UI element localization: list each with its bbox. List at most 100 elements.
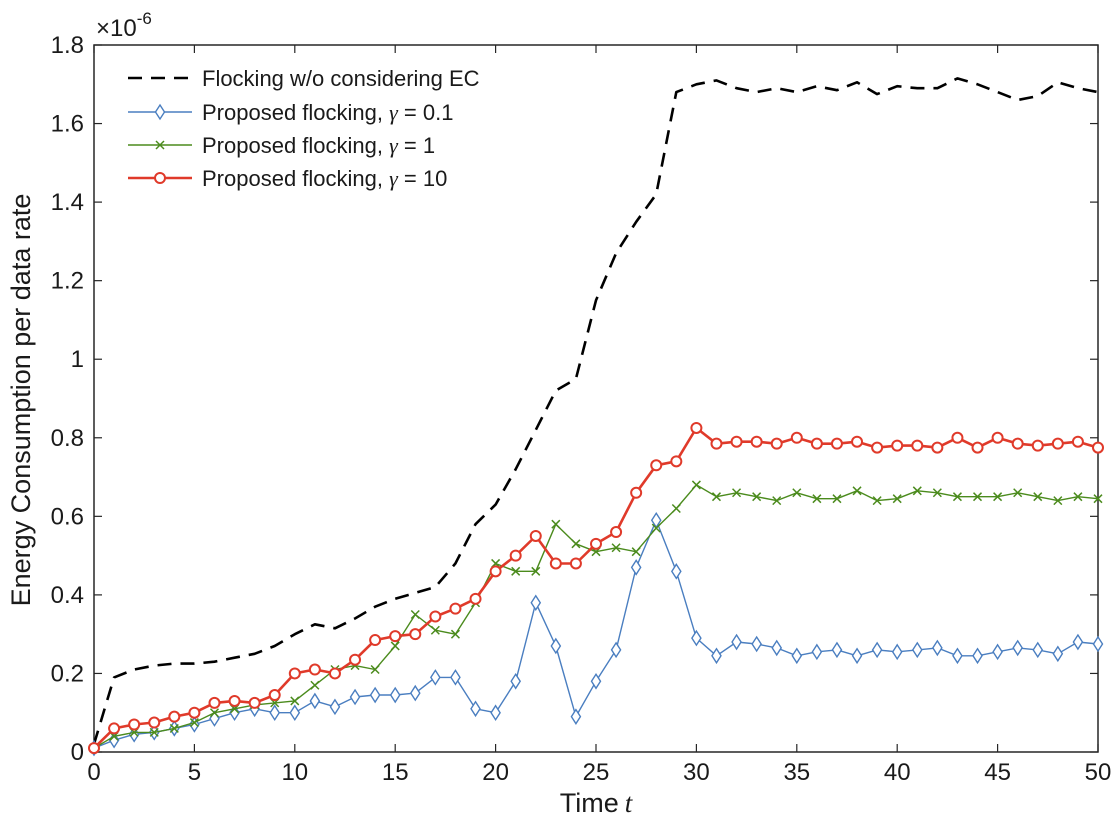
data-point: [731, 633, 742, 651]
data-point: [370, 664, 380, 675]
legend-gamma-symbol: γ: [389, 133, 399, 158]
x-tick-label: 50: [1085, 759, 1112, 786]
data-point: [509, 549, 522, 562]
data-point: [772, 496, 782, 506]
data-point: [952, 492, 962, 502]
legend-label-prefix: Proposed flocking,: [202, 166, 383, 191]
data-point: [269, 704, 281, 722]
data-point: [952, 647, 963, 665]
data-point: [510, 673, 522, 690]
y-tick-label: 0.4: [51, 582, 84, 609]
data-point: [449, 602, 462, 615]
data-point: [531, 566, 541, 576]
x-ticks: 0 5 10 15 20 25 30 35 40 45 50: [87, 45, 1111, 786]
legend-gamma-symbol: γ: [389, 100, 399, 125]
data-point: [932, 488, 942, 498]
data-point: [490, 704, 501, 722]
data-point: [529, 529, 542, 542]
data-point: [670, 563, 682, 580]
legend-label-prefix: Proposed flocking,: [202, 133, 383, 158]
legend-label: Proposed flocking, γ = 1: [202, 133, 435, 158]
data-point: [450, 629, 460, 639]
data-point: [530, 594, 542, 612]
data-point: [390, 641, 400, 651]
data-point: [590, 537, 602, 550]
data-point: [851, 435, 864, 448]
data-point: [570, 708, 582, 725]
data-point: [811, 643, 823, 661]
data-point: [830, 437, 843, 450]
data-point: [911, 439, 924, 452]
data-point: [88, 742, 100, 755]
series-0: [92, 77, 1099, 745]
data-point: [155, 140, 165, 150]
data-point: [1093, 494, 1103, 504]
x-axis-title: Time t: [560, 788, 634, 818]
legend-swatch-marker: [154, 172, 166, 184]
data-point: [831, 641, 843, 659]
data-point: [650, 459, 663, 472]
x-tick-label: 15: [382, 759, 409, 786]
data-point: [1092, 635, 1104, 653]
data-point: [308, 663, 321, 676]
data-point: [128, 718, 141, 731]
legend-entry-gamma-1: Proposed flocking, γ = 1: [128, 133, 435, 158]
y-tick-label: 0.6: [51, 503, 84, 530]
data-point: [611, 543, 621, 553]
data-point: [691, 480, 701, 490]
x-tick-label: 45: [984, 759, 1011, 786]
data-point: [690, 421, 703, 434]
data-point: [871, 441, 884, 454]
data-point: [389, 686, 401, 704]
data-point: [891, 643, 903, 661]
data-point: [248, 696, 261, 709]
y-tick-label: 0: [71, 739, 84, 766]
data-point: [851, 647, 863, 665]
data-point: [288, 667, 301, 680]
data-point: [450, 669, 461, 686]
data-point: [791, 647, 803, 665]
x-tick-label: 35: [783, 759, 810, 786]
data-point: [188, 706, 201, 719]
data-point: [154, 172, 166, 184]
data-point: [872, 496, 882, 506]
data-point: [992, 643, 1003, 661]
legend-swatch-marker: [154, 103, 166, 121]
data-point: [1092, 441, 1104, 454]
data-point: [972, 492, 983, 502]
x-tick-label: 5: [188, 759, 201, 786]
legend-entry-gamma-0-1: Proposed flocking, γ = 0.1: [128, 100, 453, 125]
data-point: [511, 566, 521, 576]
data-point: [971, 441, 984, 454]
data-point: [1072, 633, 1084, 651]
data-point: [1051, 437, 1064, 450]
x-tick-label: 20: [482, 759, 509, 786]
data-point: [169, 723, 179, 733]
data-point: [590, 673, 602, 690]
data-point: [349, 688, 361, 706]
y-tick-label: 1.8: [51, 32, 84, 59]
data-point: [630, 486, 643, 499]
data-point: [972, 647, 983, 665]
data-point: [671, 503, 681, 514]
legend-gamma-value: = 1: [404, 133, 435, 158]
data-point: [631, 547, 641, 557]
data-point: [892, 494, 902, 504]
data-point: [409, 628, 422, 641]
data-point: [429, 610, 442, 623]
data-point: [691, 629, 702, 647]
data-point: [931, 441, 944, 454]
data-point: [912, 486, 922, 496]
x-axis-title-text: Time: [560, 788, 619, 818]
data-point: [752, 492, 762, 502]
data-point: [610, 641, 622, 659]
data-point: [569, 557, 582, 570]
data-point: [469, 592, 482, 605]
y-tick-label: 1.4: [51, 189, 84, 216]
legend-entry-flocking-baseline: Flocking w/o considering EC: [128, 66, 480, 91]
data-point: [550, 637, 562, 655]
data-point: [911, 641, 923, 659]
data-point: [810, 437, 823, 450]
data-point: [832, 494, 842, 504]
